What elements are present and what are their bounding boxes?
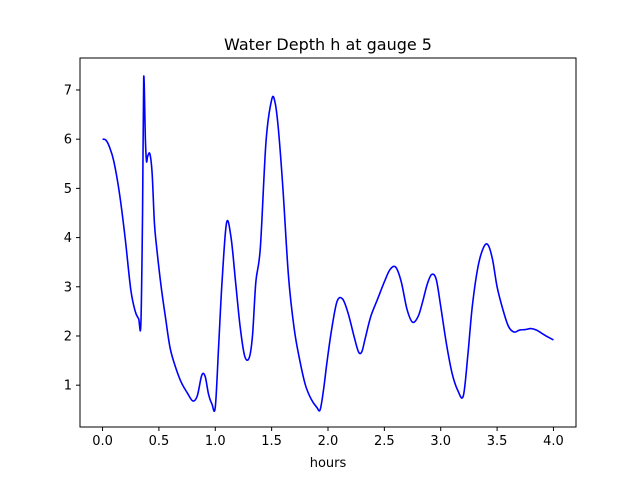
x-tick-label: 0.0: [92, 434, 113, 449]
y-tick-label: 1: [64, 379, 72, 394]
series-line: [102, 75, 554, 412]
chart-title: Water Depth h at gauge 5: [224, 35, 432, 54]
x-axis-label: hours: [310, 456, 347, 471]
y-tick-label: 3: [64, 280, 72, 295]
y-tick-label: 6: [64, 133, 72, 148]
x-tick-label: 3.5: [487, 434, 508, 449]
series-layer: [102, 75, 554, 412]
x-tick-label: 1.5: [261, 434, 282, 449]
x-tick-label: 4.0: [543, 434, 564, 449]
x-axis-ticks: 0.0 0.5 1.0 1.5 2.0 2.5 3.0 3.5 4.0: [92, 427, 564, 449]
y-tick-label: 7: [64, 83, 72, 98]
y-axis-ticks: 1 2 3 4 5 6 7: [64, 83, 80, 394]
plot-area-frame: [79, 57, 577, 428]
x-tick-label: 2.5: [374, 434, 395, 449]
y-tick-label: 4: [64, 231, 72, 246]
x-tick-label: 2.0: [318, 434, 339, 449]
y-tick-label: 2: [64, 329, 72, 344]
y-tick-label: 5: [64, 182, 72, 197]
x-tick-label: 1.0: [205, 434, 226, 449]
x-tick-label: 0.5: [149, 434, 170, 449]
x-tick-label: 3.0: [430, 434, 451, 449]
